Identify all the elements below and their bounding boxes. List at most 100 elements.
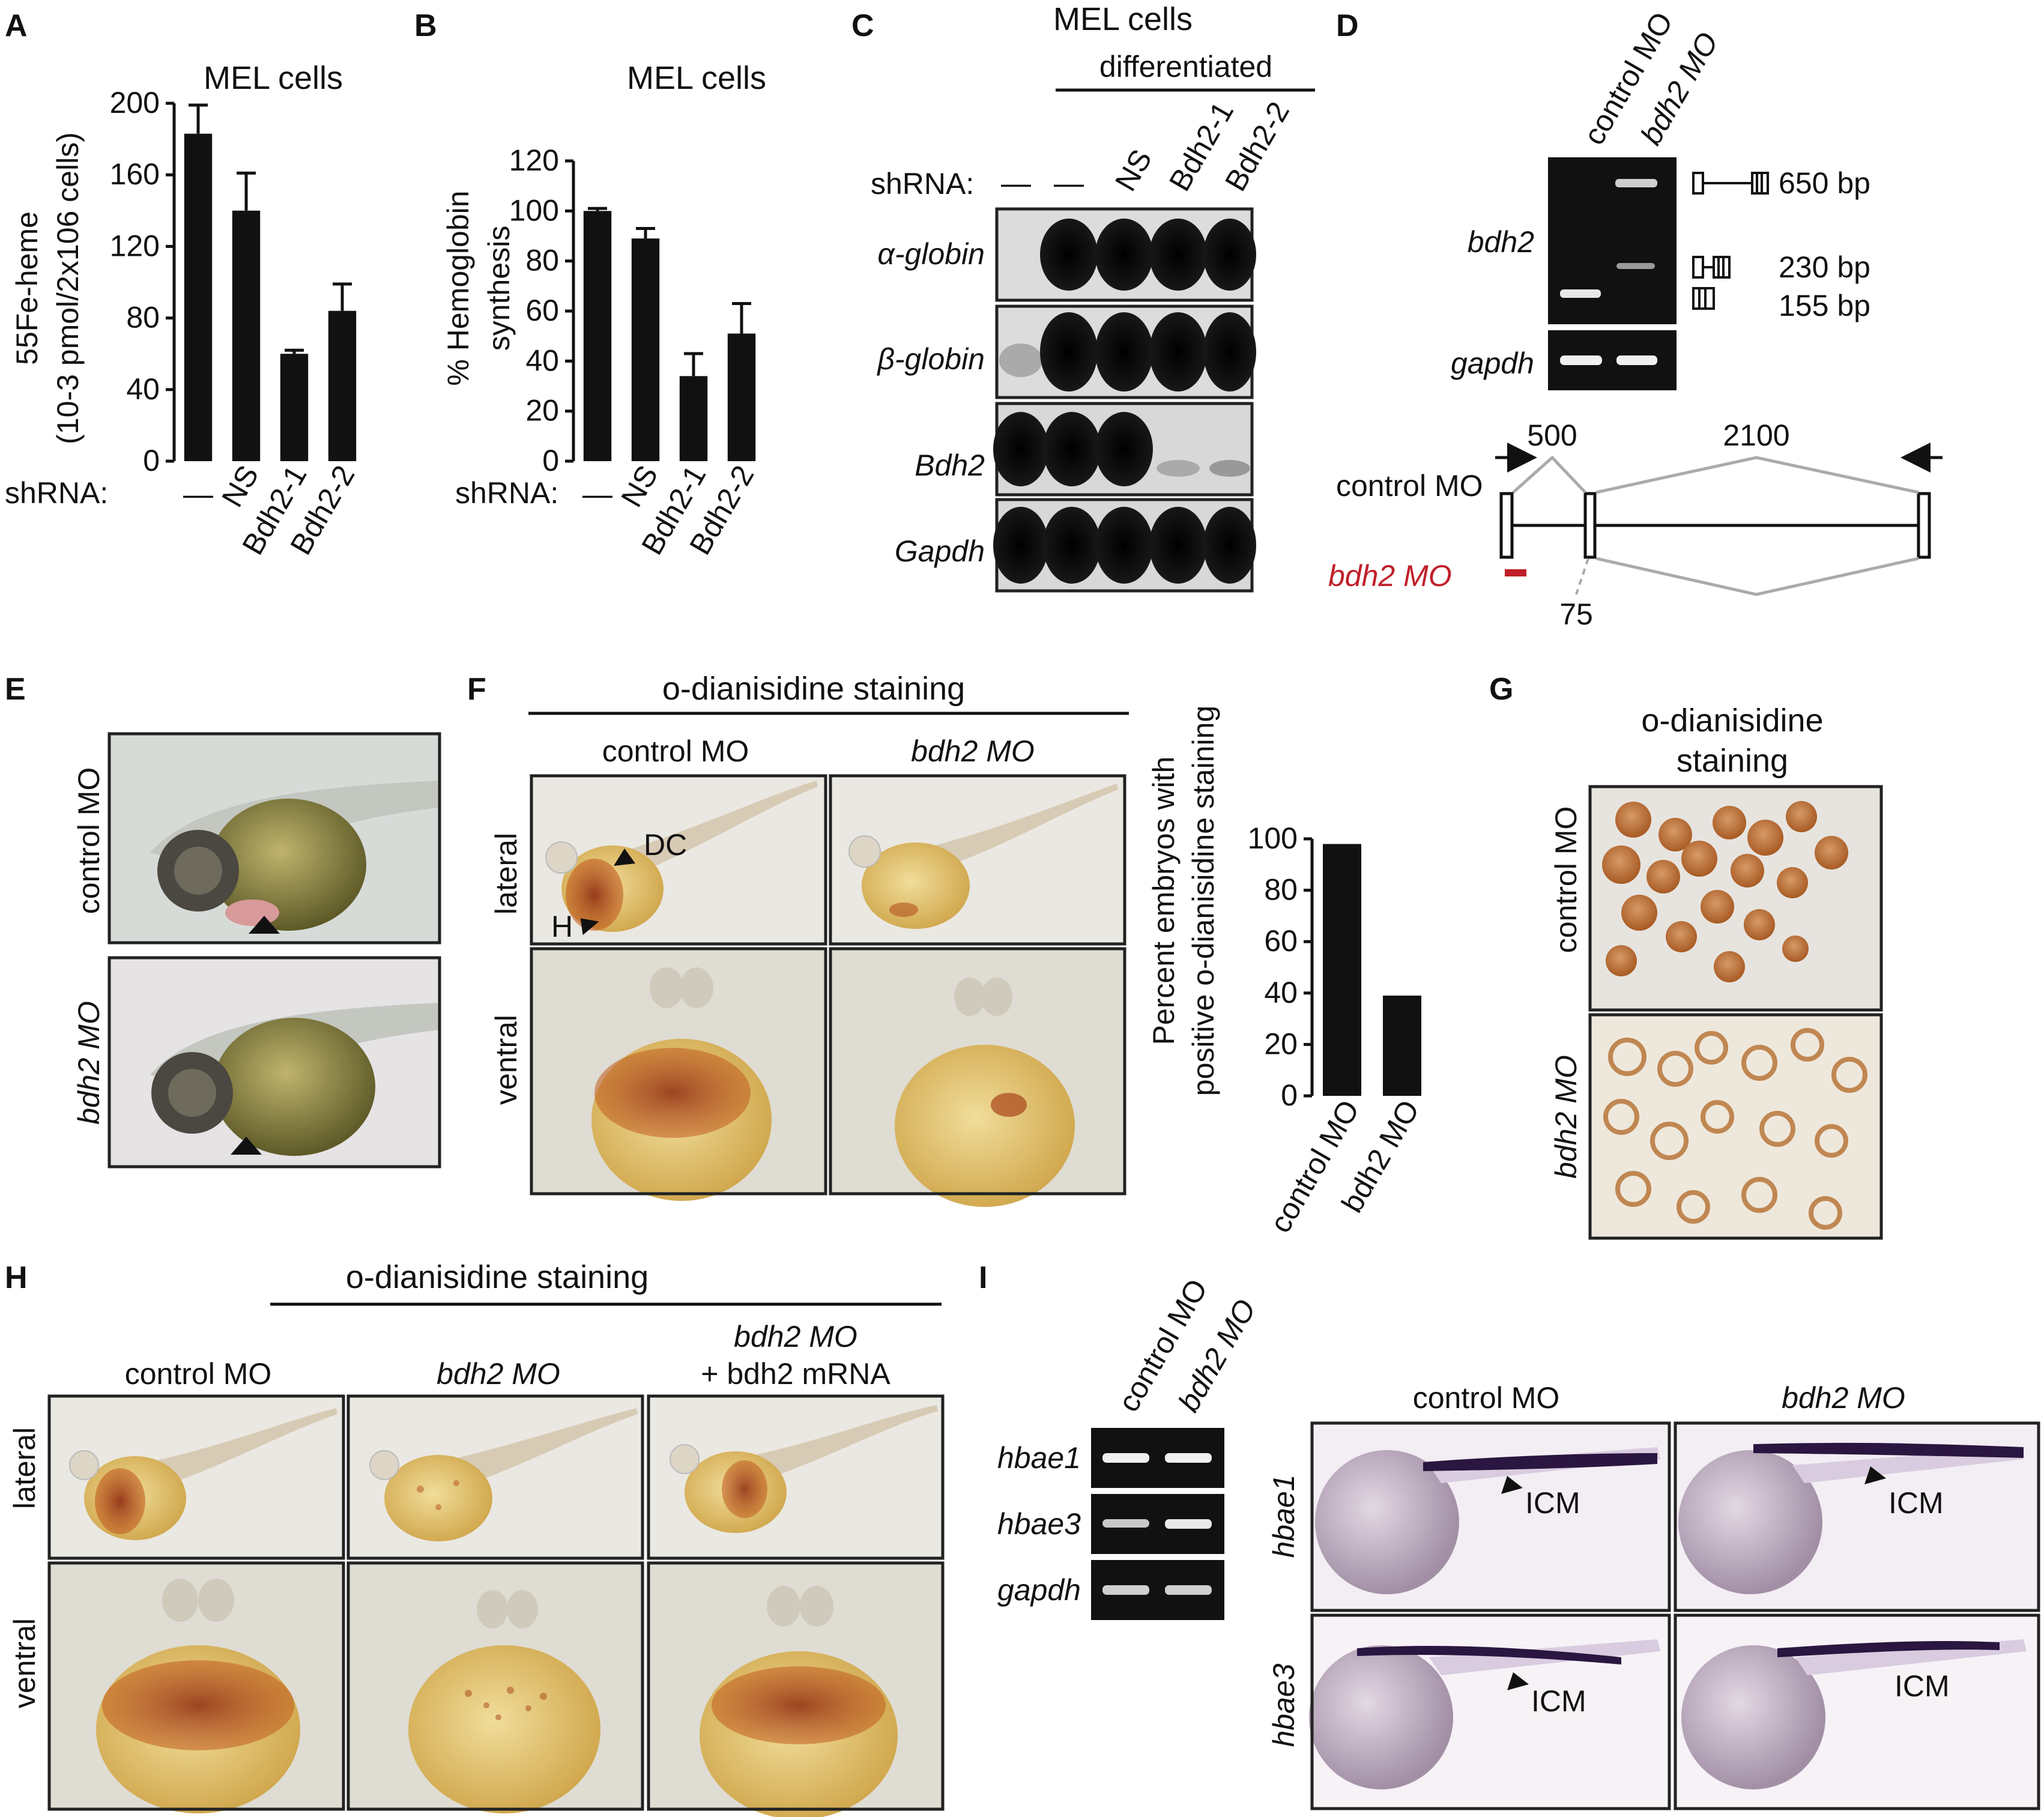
col-label: control MO <box>1413 1381 1560 1415</box>
bar <box>232 210 261 461</box>
chart-a-title: MEL cells <box>204 60 343 96</box>
stain-photo-ventral-bdh2 <box>346 1561 644 1813</box>
y-tick-label: 120 <box>509 144 559 177</box>
y-tick-label: 80 <box>525 244 559 277</box>
chart-b-ylabel-2: synthesis <box>482 226 516 351</box>
chart-a-ylabel-2: (10-3 pmol/2x106 cells) <box>51 132 85 444</box>
panel-letter-c: C <box>851 8 874 43</box>
y-tick-label: 100 <box>509 193 559 227</box>
y-tick-label: 100 <box>1248 821 1298 855</box>
row-label: ventral <box>489 1015 523 1105</box>
col-label: bdh2 MO <box>734 1320 857 1353</box>
cell-photo-bdh2 <box>1588 1013 1883 1240</box>
y-tick-label: 80 <box>1264 873 1298 907</box>
bar <box>1383 996 1421 1096</box>
gel-hbae1 <box>1091 1428 1224 1488</box>
row-label: lateral <box>8 1427 41 1509</box>
panel-g-header-1: o-dianisidine <box>1641 703 1823 739</box>
panel-a: A MEL cells 55Fe-heme (10-3 pmol/2x106 c… <box>5 8 361 560</box>
panel-letter-i: I <box>979 1260 987 1295</box>
row-label: lateral <box>489 833 523 915</box>
panel-g-header-2: staining <box>1677 743 1788 779</box>
col-label: bdh2 MO <box>911 734 1035 768</box>
bar <box>583 211 612 461</box>
gel-label: bdh2 <box>1468 225 1534 259</box>
row-label: control MO <box>72 767 106 915</box>
row-label: bdh2 MO <box>1549 1055 1583 1179</box>
blot-c-shrna-label: shRNA: <box>871 167 974 201</box>
y-tick-label: 40 <box>1264 976 1298 1009</box>
y-tick-label: 0 <box>542 444 559 477</box>
ish-photo-hbae3-control: ICM <box>1309 1613 1671 1810</box>
y-tick-label: 0 <box>143 444 160 477</box>
blot-label: β-globin <box>876 342 985 376</box>
blot-label: Bdh2 <box>915 449 985 482</box>
x-tick-label: control MO <box>1263 1095 1366 1239</box>
intron-length: 2100 <box>1723 419 1789 452</box>
gel-gapdh-d <box>1548 330 1677 390</box>
band-size: 230 bp <box>1779 250 1870 284</box>
lane-label: NS <box>1108 144 1158 196</box>
y-tick-label: 20 <box>525 394 559 428</box>
icm-label: ICM <box>1888 1486 1944 1520</box>
bar <box>184 133 213 461</box>
gene-structure-diagram: control MO bdh2 MO 500 2100 75 <box>1328 419 1943 631</box>
embryo-photo-control <box>107 732 441 945</box>
col-label: control MO <box>602 734 749 768</box>
y-tick-label: 160 <box>110 157 160 191</box>
col-label: bdh2 MO <box>437 1357 560 1391</box>
y-tick-label: 120 <box>110 229 160 262</box>
chart-f-ylabel-1: Percent embryos with <box>1147 757 1181 1045</box>
icm-label: ICM <box>1894 1669 1950 1703</box>
bar <box>280 354 309 461</box>
stain-photo-lateral-rescue <box>647 1394 945 1560</box>
chart-a-ylabel-1: 55Fe-heme <box>10 211 44 365</box>
panel-d: D control MO bdh2 MO bdh2 gapdh <box>1328 7 1943 631</box>
intron-length: 75 <box>1559 597 1593 631</box>
stain-photo-ventral-control <box>530 947 827 1201</box>
panel-f-header: o-dianisidine staining <box>662 671 965 707</box>
panel-f: F o-dianisidine staining control MO bdh2… <box>467 671 1426 1238</box>
gene-control-mo-label: control MO <box>1336 469 1483 503</box>
morpholino-target-bar <box>1505 569 1526 576</box>
panel-letter-a: A <box>5 8 28 43</box>
exon-schematic-230 <box>1692 256 1731 279</box>
heart-arrowhead <box>249 916 280 934</box>
y-tick-label: 60 <box>525 294 559 327</box>
blot-gapdh <box>993 498 1256 593</box>
exon-schematic-155 <box>1692 287 1715 310</box>
blot-alpha-globin <box>995 207 1256 302</box>
blot-c-title: MEL cells <box>1053 1 1193 37</box>
panel-h-header: o-dianisidine staining <box>346 1259 649 1295</box>
ish-photo-hbae3-bdh2: ICM <box>1674 1613 2040 1810</box>
row-label: hbae1 <box>1267 1474 1301 1558</box>
stain-photo-lateral-bdh2 <box>829 774 1126 946</box>
col-label: bdh2 MO <box>1782 1381 1905 1415</box>
panel-b: B MEL cells % Hemoglobin synthesis 0 20 40… <box>414 8 766 560</box>
band-size: 650 bp <box>1779 166 1870 200</box>
embryo-photo-bdh2 <box>107 956 441 1169</box>
y-tick-label: 200 <box>110 86 160 119</box>
gel-label: gapdh <box>997 1573 1081 1607</box>
row-label: bdh2 MO <box>72 1001 106 1125</box>
panel-c: C MEL cells differentiated shRNA: — — NS… <box>851 1 1315 593</box>
stain-photo-ventral-rescue <box>647 1561 945 1817</box>
chart-f-ylabel-2: positive o-dianisidine staining <box>1187 706 1220 1096</box>
icm-label: ICM <box>1531 1684 1586 1718</box>
panel-h: H o-dianisidine staining control MO bdh2… <box>5 1259 945 1817</box>
y-tick-label: 60 <box>1264 924 1298 958</box>
row-label: ventral <box>8 1618 41 1708</box>
row-label: control MO <box>1549 806 1583 954</box>
gel-bdh2 <box>1548 157 1677 324</box>
y-tick-label: 80 <box>126 301 160 334</box>
blot-c-lane-labels: — — NS Bdh2-1 Bdh2-2 <box>1001 96 1296 200</box>
stain-photo-ventral-bdh2 <box>829 947 1126 1207</box>
chart-b-ylabel-1: % Hemoglobin <box>441 190 475 385</box>
gene-bdh2-mo-label: bdh2 MO <box>1328 559 1452 593</box>
blot-label: α-globin <box>877 237 985 271</box>
x-tick-label: — <box>582 477 612 511</box>
panel-letter-e: E <box>5 672 26 707</box>
chart-a-shrna-label: shRNA: <box>5 476 108 510</box>
panel-letter-h: H <box>5 1260 28 1295</box>
